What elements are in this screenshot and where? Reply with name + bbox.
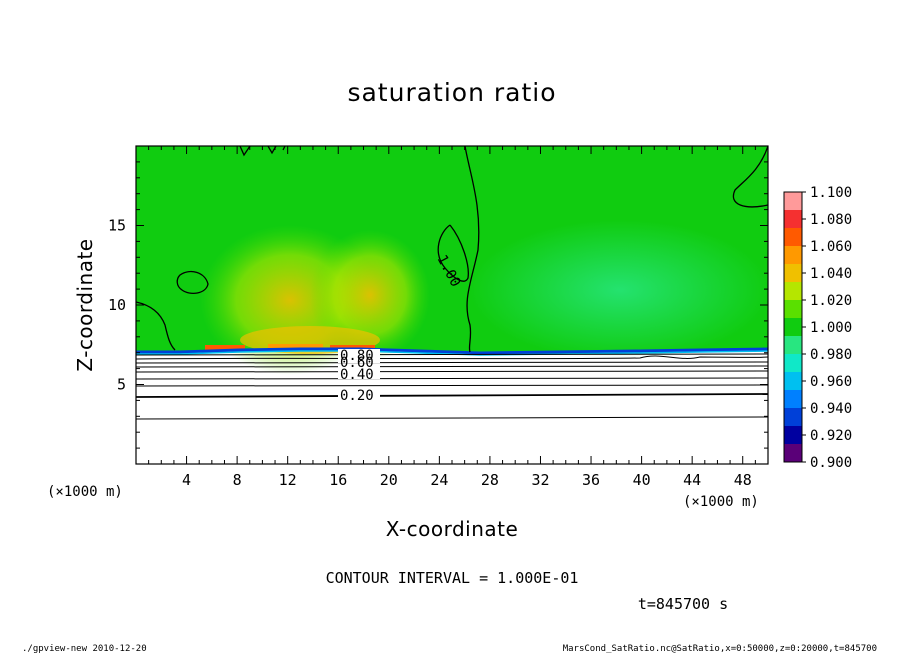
colorbar-swatch (784, 300, 802, 319)
x-tick-label: 16 (329, 471, 347, 489)
x-axis-label: X-coordinate (386, 517, 519, 541)
x-axis: 4 8 12 16 20 24 28 32 36 40 44 48 (148, 146, 756, 489)
contour-label-0.60: 0.60 (340, 355, 374, 371)
contour-line-0.10 (136, 416, 768, 420)
y-unit-label: (×1000 m) (47, 484, 123, 500)
colorbar-label: 1.100 (810, 185, 852, 201)
colorbar-swatch (784, 354, 802, 373)
colorbar-label: 1.020 (810, 293, 852, 309)
field-hot-spot-3 (330, 345, 375, 350)
colorbar-swatch (784, 282, 802, 301)
colorbar-swatch (784, 390, 802, 409)
contour-1.00-center (464, 146, 480, 353)
colorbar-label: 1.060 (810, 239, 852, 255)
colorbar-swatch (784, 408, 802, 427)
colorbar-swatch (784, 318, 802, 337)
contour-interval-text: CONTOUR INTERVAL = 1.000E-01 (326, 569, 579, 587)
colorbar-swatch (784, 192, 802, 211)
colorbar-swatch (784, 264, 802, 283)
colorbar-swatch (784, 426, 802, 445)
contour-label-bg-0.60 (338, 365, 380, 379)
x-unit-label: (×1000 m) (683, 494, 759, 510)
colorbar-label: 0.980 (810, 347, 852, 363)
colorbar-swatch (784, 444, 802, 463)
footer-right: MarsCond_SatRatio.nc@SatRatio,x=0:50000,… (563, 644, 877, 654)
x-tick-label: 24 (430, 471, 448, 489)
contour-1.00-loop (176, 270, 209, 295)
chart-title: saturation ratio (347, 78, 556, 107)
y-tick-label: 10 (108, 296, 126, 314)
colorbar-swatch (784, 372, 802, 391)
contour-line-0.30 (136, 384, 768, 387)
field-hot-spot-2 (268, 344, 323, 349)
field-hot-spot-1 (205, 345, 245, 350)
contour-label-0.80: 0.80 (340, 348, 374, 364)
contour-1.00-center-loop (437, 224, 469, 282)
colorbar-swatch (784, 228, 802, 247)
contour-labels: 1.00 0.80 0.60 0.40 0.20 (338, 252, 463, 404)
field-boundary-line-cyan (136, 350, 768, 356)
x-tick-label: 12 (279, 471, 297, 489)
contour-line-0.90 (136, 353, 768, 356)
x-tick-label: 44 (683, 471, 701, 489)
colorbar-label: 1.080 (810, 212, 852, 228)
y-tick-label: 5 (117, 376, 126, 394)
field-boundary-line (136, 347, 768, 355)
y-axis: 5 10 15 (108, 161, 768, 449)
colorbar-label: 1.000 (810, 320, 852, 336)
y-tick-label: 15 (108, 217, 126, 235)
contour-line-0.60 (136, 365, 768, 368)
colorbar-swatch (784, 246, 802, 265)
field-cool-zone (470, 220, 768, 360)
x-tick-label: 8 (233, 471, 242, 489)
colorbar-label: 1.040 (810, 266, 852, 282)
time-text: t=845700 s (638, 595, 728, 613)
footer-left: ./gpview-new 2010-12-20 (22, 644, 147, 654)
contour-lines-lower (136, 353, 768, 420)
colorbar-label: 0.960 (810, 374, 852, 390)
contour-label-0.20: 0.20 (340, 388, 374, 404)
contour-label-bg-0.80 (338, 349, 380, 363)
contour-label-bg-0.20 (338, 388, 380, 402)
x-tick-label: 32 (531, 471, 549, 489)
contour-lines-upper (136, 146, 768, 353)
contour-line-0.20 (136, 393, 768, 398)
colorbar-label: 0.920 (810, 428, 852, 444)
colorbar-label: 0.940 (810, 401, 852, 417)
x-tick-label: 28 (481, 471, 499, 489)
contour-line-0.80 (136, 355, 768, 360)
x-tick-label: 20 (380, 471, 398, 489)
contour-label-0.40: 0.40 (340, 367, 374, 383)
colorbar-label: 0.900 (810, 455, 852, 471)
colorbar: 1.100 1.080 1.060 1.040 1.020 1.000 0.980 0.960… (783, 185, 852, 471)
x-tick-label: 36 (582, 471, 600, 489)
contour-line-0.40 (136, 377, 768, 380)
colorbar-swatch (784, 210, 802, 229)
contour-line-0.70 (136, 361, 768, 364)
contour-line-0.50 (136, 370, 768, 373)
x-tick-label: 4 (182, 471, 191, 489)
heatmap-field (136, 146, 768, 464)
y-axis-label: Z-coordinate (73, 238, 97, 371)
x-tick-label: 48 (734, 471, 752, 489)
contour-1.00-right (732, 146, 768, 208)
colorbar-swatch (784, 336, 802, 355)
contour-1.00-left (136, 301, 176, 351)
x-tick-label: 40 (633, 471, 651, 489)
